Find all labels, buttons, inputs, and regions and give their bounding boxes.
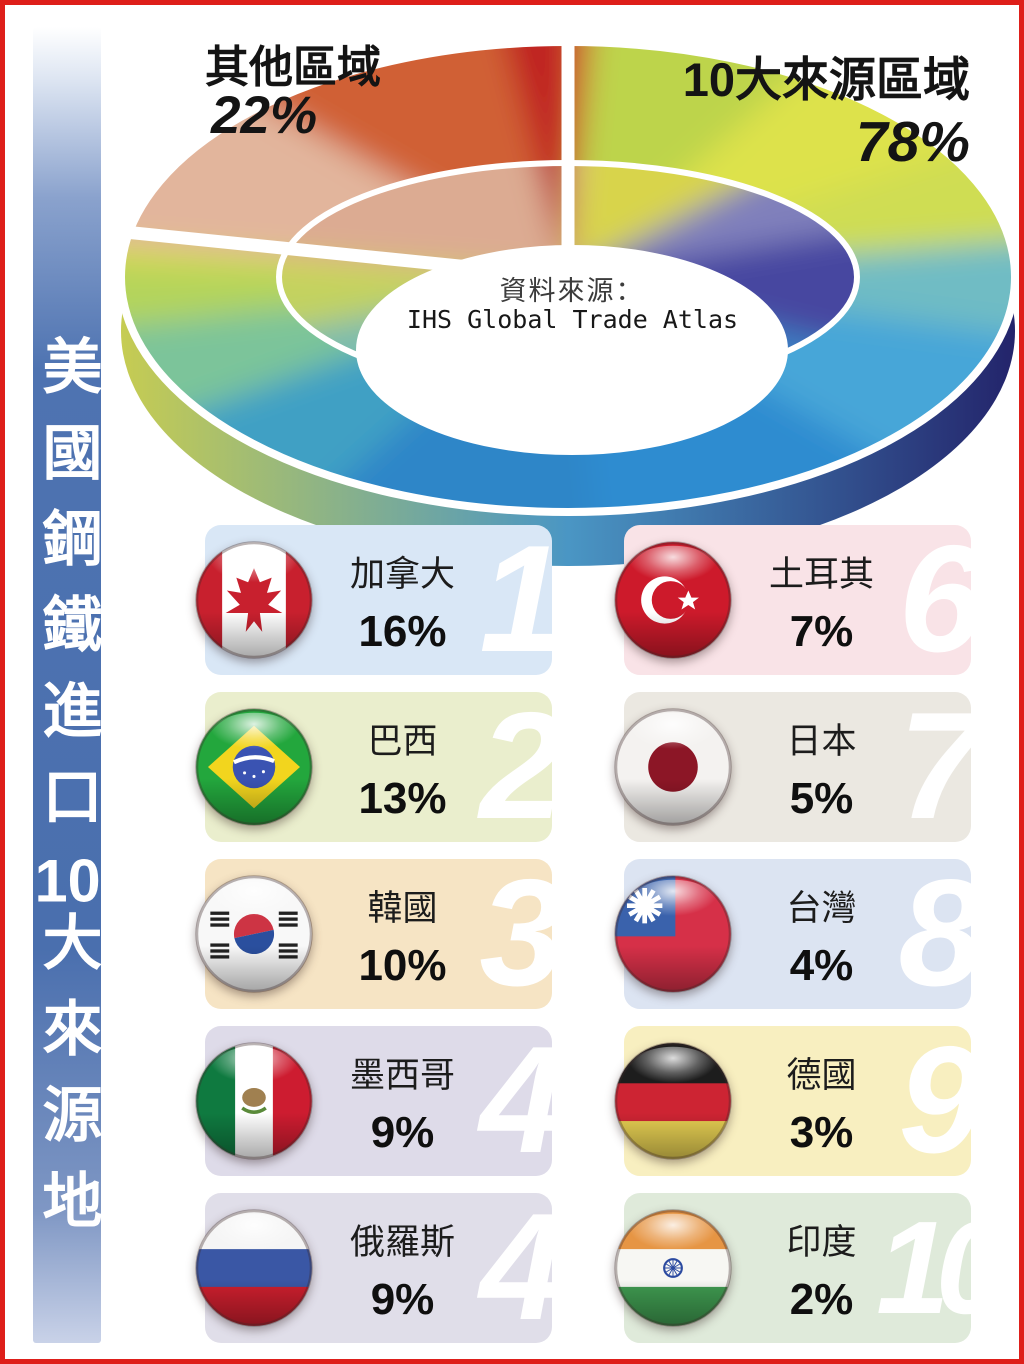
top10-region-label: 10大來源區域 [682, 53, 970, 106]
country-percent: 3% [789, 1108, 854, 1157]
country-card: 9 德國 3% [614, 1024, 983, 1176]
mexico-flag-icon [195, 1042, 313, 1160]
country-ranking-grid: 1 加拿大 16% 2 巴西 13% 3 韓國 10% 4 墨西哥 9% 4 俄… [195, 523, 1009, 1343]
germany-flag-icon [614, 1042, 732, 1160]
data-source-name: IHS Global Trade Atlas [406, 305, 739, 334]
rank-number: 8 [898, 848, 983, 1018]
donut-chart [110, 27, 1019, 575]
country-percent: 9% [370, 1108, 435, 1157]
country-info: 韓國 10% [305, 859, 500, 1009]
country-info: 印度 2% [724, 1193, 919, 1343]
rank-number: 4 [479, 1182, 564, 1352]
rank-number: 4 [479, 1015, 564, 1185]
country-info: 巴西 13% [305, 692, 500, 842]
country-percent: 10% [358, 941, 447, 990]
country-name: 日本 [786, 722, 857, 761]
page-title: 美國鋼鐵進口10大來源地 [33, 335, 101, 1345]
other-region-label: 其他區域 [205, 43, 381, 92]
brazil-flag-icon [195, 708, 313, 826]
other-region-percent: 22% [211, 86, 318, 145]
country-percent: 9% [370, 1275, 435, 1324]
korea-flag-icon [195, 875, 313, 993]
rank-number: 3 [479, 848, 564, 1018]
country-card: 6 土耳其 7% [614, 523, 983, 675]
country-name: 俄羅斯 [349, 1223, 455, 1262]
country-name: 加拿大 [349, 555, 455, 594]
rank-number: 1 [479, 514, 564, 684]
country-percent: 5% [789, 774, 854, 823]
data-source-label: 資料來源： [499, 276, 645, 306]
country-percent: 4% [789, 941, 854, 990]
country-info: 台灣 4% [724, 859, 919, 1009]
country-card: 2 巴西 13% [195, 690, 564, 842]
japan-flag-icon [614, 708, 732, 826]
turkey-flag-icon [614, 541, 732, 659]
country-percent: 13% [358, 774, 447, 823]
rank-number: 9 [898, 1015, 983, 1185]
donut-chart-svg [117, 34, 1019, 566]
country-card: 3 韓國 10% [195, 857, 564, 1009]
country-name: 印度 [786, 1223, 857, 1262]
country-name: 巴西 [367, 722, 438, 761]
country-card: 4 俄羅斯 9% [195, 1191, 564, 1343]
sidebar-banner [33, 27, 101, 1343]
rank-number: 2 [479, 681, 564, 851]
country-card: 1 加拿大 16% [195, 523, 564, 675]
page-title-part2: 大來源地 [34, 911, 101, 1255]
country-name: 台灣 [786, 889, 857, 928]
country-info: 墨西哥 9% [305, 1026, 500, 1176]
country-name: 土耳其 [768, 555, 874, 594]
top10-region-percent: 78% [855, 110, 970, 174]
taiwan-flag-icon [614, 875, 732, 993]
russia-flag-icon [195, 1209, 313, 1327]
canada-flag-icon [195, 541, 313, 659]
country-info: 日本 5% [724, 692, 919, 842]
country-name: 德國 [786, 1056, 857, 1095]
country-card: 4 墨西哥 9% [195, 1024, 564, 1176]
country-card: 8 台灣 4% [614, 857, 983, 1009]
page-title-number: 10 [34, 851, 101, 911]
country-name: 墨西哥 [349, 1056, 455, 1095]
country-info: 德國 3% [724, 1026, 919, 1176]
country-percent: 7% [789, 607, 854, 656]
country-name: 韓國 [367, 889, 438, 928]
country-info: 土耳其 7% [724, 525, 919, 675]
page-title-part1: 美國鋼鐵進口 [34, 335, 101, 851]
country-info: 俄羅斯 9% [305, 1193, 500, 1343]
country-percent: 16% [358, 607, 447, 656]
rank-number: 6 [898, 514, 983, 684]
india-flag-icon [614, 1209, 732, 1327]
country-info: 加拿大 16% [305, 525, 500, 675]
country-card: 7 日本 5% [614, 690, 983, 842]
country-card: 10 印度 2% [614, 1193, 1009, 1343]
rank-number: 7 [898, 681, 983, 851]
rank-number: 10 [876, 1194, 1009, 1341]
country-percent: 2% [789, 1275, 854, 1324]
